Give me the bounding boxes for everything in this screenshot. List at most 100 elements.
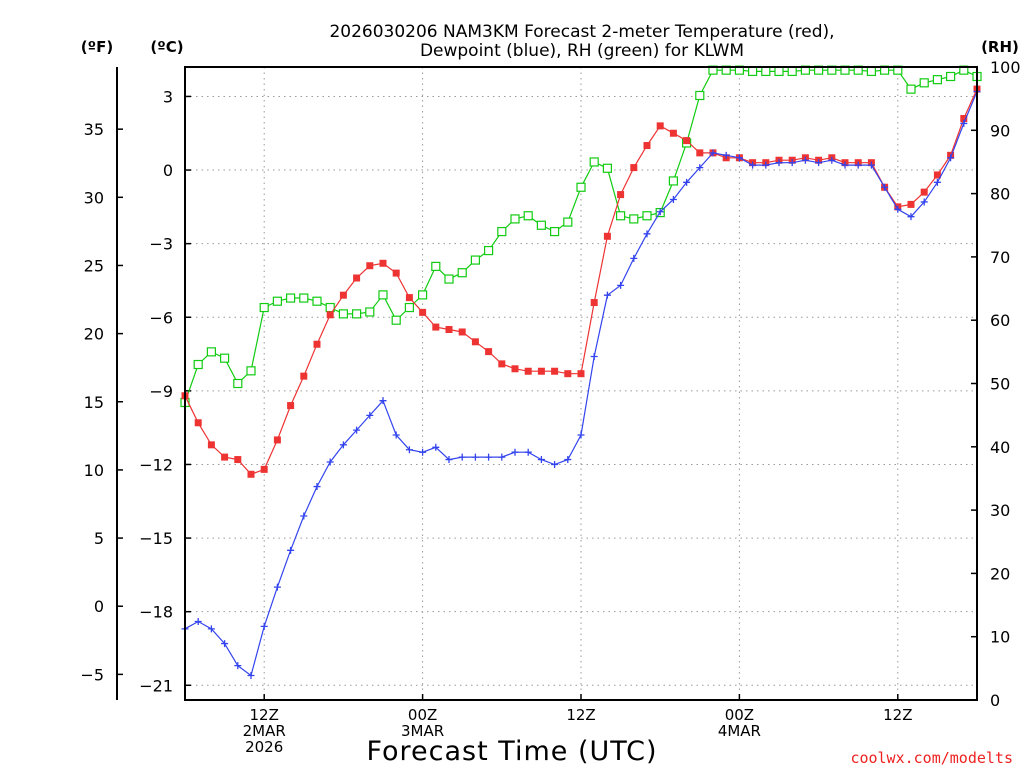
series-line [184,91,978,677]
temperature-marker [405,294,413,302]
rh-marker [774,66,784,77]
fahrenheit-tick-label: 25 [84,256,104,275]
dewpoint-marker [471,453,479,461]
rh-marker [391,315,401,325]
rh-marker [312,296,322,306]
fahrenheit-tick-label: −5 [80,665,104,684]
rh-marker [589,157,599,167]
x-axis-title: Forecast Time (UTC) [366,736,657,767]
temperature-marker [366,262,374,270]
rh-marker [761,66,771,77]
rh-marker [668,176,679,186]
temperature-marker [445,326,453,334]
temperature-marker [207,441,215,449]
temperature-marker [907,200,915,208]
rh-marker [352,309,362,319]
temperature-marker [234,456,242,464]
celsius-tick-label: −15 [139,529,173,548]
celsius-tick-label: 3 [163,87,173,106]
temperature-marker [339,291,347,299]
dewpoint-marker [419,448,427,456]
plot-frame [184,66,978,701]
fahrenheit-tick-label: 10 [84,461,104,480]
rh-marker [642,211,652,221]
rh-marker [233,378,243,389]
rh-marker [747,66,758,77]
fahrenheit-unit-label: (ºF) [81,38,113,56]
dewpoint-marker [537,456,545,464]
rh-marker [272,296,282,306]
dewpoint-marker [656,208,664,216]
chart-title-line-2: Dewpoint (blue), RH (green) for KLWM [420,41,744,61]
dewpoint-marker [630,254,638,262]
fahrenheit-tick-label: 35 [84,120,104,139]
dewpoint-marker [722,151,730,159]
dewpoint-marker [366,411,374,419]
dewpoint-marker [445,456,453,464]
temperature-marker [432,323,440,331]
rh-tick-label: 100 [990,58,1021,77]
dewpoint-marker [775,159,783,167]
dewpoint-marker [867,161,875,169]
celsius-tick-label: 0 [163,161,173,180]
x-tick-label: 00Z [725,706,754,724]
rh-marker [919,78,929,88]
rh-marker [404,302,414,313]
fahrenheit-tick-label: 0 [94,597,104,616]
temperature-marker [260,465,268,473]
temperature-marker [498,360,506,368]
rh-marker [444,274,454,284]
rh-tick-label: 0 [990,691,1000,710]
rh-marker [378,290,388,300]
temperature-marker [221,453,229,461]
rh-marker [220,353,230,363]
rh-marker [945,71,956,82]
temperature-marker [590,299,598,307]
rh-tick-label: 50 [990,375,1010,394]
dewpoint-marker [379,397,387,405]
temperature-marker [458,328,466,336]
rh-marker [563,217,573,227]
temperature-marker [564,370,572,378]
dewpoint-marker [339,441,347,449]
x-tick-label: 12Z [883,706,912,724]
dewpoint-marker [828,156,836,164]
series-rh [180,65,982,408]
dewpoint-marker [432,443,440,451]
celsius-unit-label: (ºC) [150,38,183,56]
rh-marker [431,261,441,271]
dewpoint-marker [458,453,466,461]
dewpoint-marker [551,460,559,468]
temperature-marker [537,367,545,375]
temperature-marker [603,232,611,240]
dewpoint-marker [194,617,202,625]
temperature-marker [617,191,625,199]
rh-marker [629,214,639,224]
rh-tick-label: 90 [990,121,1010,140]
temperature-marker [696,149,704,157]
rh-marker [206,347,216,357]
dewpoint-marker [511,448,519,456]
rh-marker [338,309,348,319]
celsius-tick-label: −9 [149,382,173,401]
dewpoint-marker [881,183,889,191]
celsius-tick-label: −6 [149,308,173,327]
dewpoint-marker [273,583,281,591]
dewpoint-marker [603,291,611,299]
dewpoint-marker [577,431,585,439]
temperature-marker [630,164,638,172]
dewpoint-marker [524,448,532,456]
temperature-marker [273,436,281,444]
rh-marker [787,66,797,77]
temperature-marker [656,122,664,130]
rh-marker [259,302,269,313]
rh-tick-label: 10 [990,628,1010,647]
dewpoint-marker [498,453,506,461]
dewpoint-marker [485,453,493,461]
dewpoint-marker [287,546,295,554]
dewpoint-marker [815,159,823,167]
temperature-marker [379,259,387,267]
temperature-marker [194,419,202,427]
dewpoint-marker [617,281,625,289]
dewpoint-marker [353,426,361,434]
